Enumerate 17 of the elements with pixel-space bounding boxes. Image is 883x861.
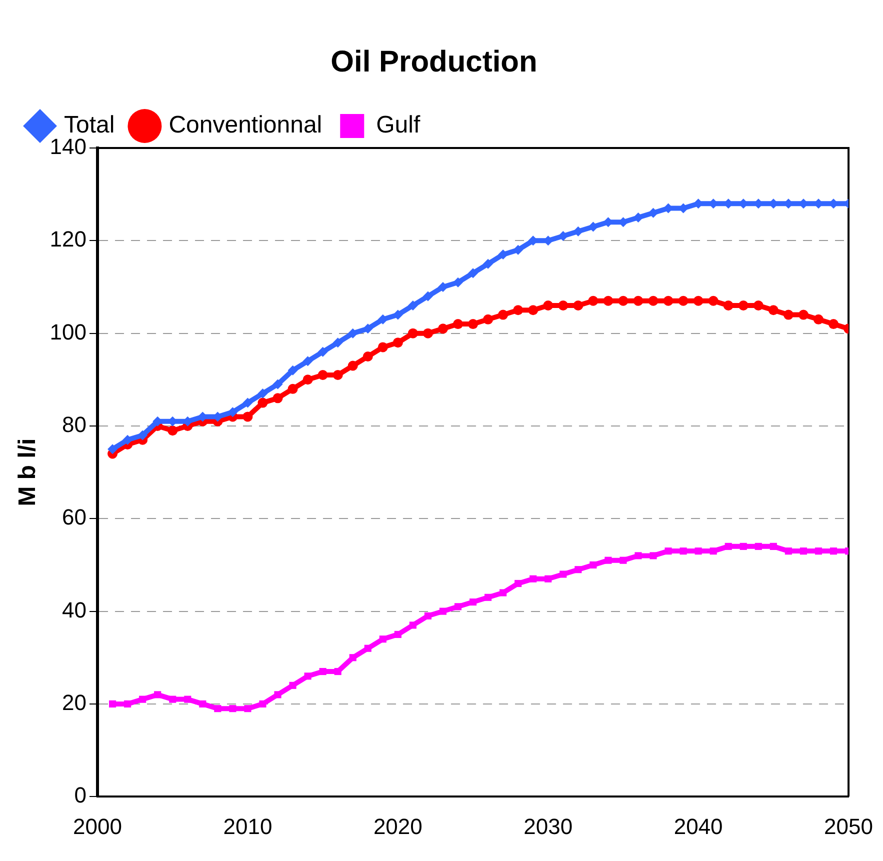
y-tick-label: 80 (62, 412, 87, 438)
x-tick-label: 2020 (373, 814, 422, 839)
x-tick-label: 2030 (524, 814, 573, 839)
y-tick-label: 60 (62, 504, 87, 530)
x-tick-label: 2050 (824, 814, 874, 839)
y-tick-label: 100 (50, 319, 87, 344)
chart-title: Oil Production (330, 45, 538, 78)
y-axis-title: M b l/i (14, 438, 42, 506)
legend-label: Gulf (376, 112, 420, 139)
y-tick-label: 120 (50, 226, 87, 252)
y-tick-label: 0 (74, 782, 87, 808)
x-tick-label: 2040 (674, 814, 723, 839)
x-tick-label: 2010 (223, 814, 272, 839)
legend-label: Conventionnal (168, 112, 322, 139)
y-tick-label: 40 (62, 597, 87, 622)
y-tick-label: 20 (62, 690, 87, 716)
x-tick-label: 2000 (73, 814, 122, 839)
